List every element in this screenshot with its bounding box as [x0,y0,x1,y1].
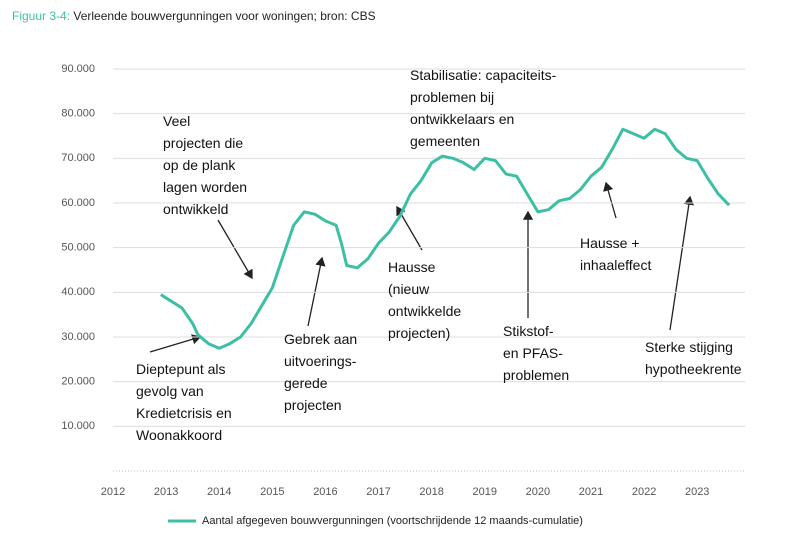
y-tick-label: 40.000 [61,286,95,298]
x-tick-label: 2019 [473,486,497,498]
x-tick-label: 2022 [632,486,656,498]
title-label: Figuur 3-4: [12,9,70,23]
annotation-line: uitvoerings- [284,353,357,369]
annotation-line: gemeenten [410,133,480,149]
annotation-line: en PFAS- [503,345,563,361]
arrows [149,181,694,353]
annotation: Hausse (nieuw ontwikkelde projecten) [388,259,461,341]
x-tick-label: 2014 [207,486,231,498]
annotation-line: Stikstof- [503,323,554,339]
x-tick-label: 2023 [685,486,709,498]
annotation-line: gevolg van [136,383,204,399]
annotation-line: Hausse [388,259,436,275]
annotation-line: Gebrek aan [284,331,357,347]
annotation-line: ontwikkeld [163,201,228,217]
x-tick-label: 2015 [260,486,284,498]
annotation-line: op de plank [163,157,236,173]
x-tick-label: 2013 [154,486,178,498]
annotation-line: Veel [163,113,190,129]
arrow [669,195,694,331]
line-series [159,127,731,350]
annotation-line: projecten die [163,135,243,151]
annotation-line: Dieptepunt als [136,361,226,377]
annotation-line: ontwikkelaars en [410,111,514,127]
chart-title: Figuur 3-4: Verleende bouwvergunningen v… [12,9,376,23]
annotation-line: inhaaleffect [580,257,651,273]
x-tick-label: 2021 [579,486,603,498]
x-tick-label: 2020 [526,486,550,498]
y-tick-label: 20.000 [61,376,95,388]
annotation-line: problemen [503,367,569,383]
y-tick-label: 60.000 [61,197,95,209]
annotation: Stikstof-en PFAS-problemen [503,323,569,383]
y-tick-label: 50.000 [61,242,95,254]
x-tick-label: 2016 [313,486,337,498]
arrow [217,219,253,280]
annotation: Hausse + inhaaleffect [580,235,651,273]
annotation-line: ontwikkelde [388,303,461,319]
annotation-line: projecten) [388,325,450,341]
y-tick-label: 90.000 [61,63,95,75]
x-tick-label: 2018 [419,486,443,498]
annotation-line: gerede [284,375,328,391]
x-tick-label: 2012 [101,486,125,498]
legend-label: Aantal afgegeven bouwvergunningen (voort… [202,515,583,527]
annotation-line: problemen bij [410,89,494,105]
annotation-line: Sterke stijging [645,339,733,355]
annotation: Gebrek aan uitvoerings-gerede projecten [284,331,357,413]
annotation-line: Kredietcrisis en [136,405,232,421]
arrow [603,181,617,219]
y-tick-label: 70.000 [61,152,95,164]
arrow [149,334,202,353]
x-tick-label: 2017 [366,486,390,498]
annotation-line: projecten [284,397,342,413]
title-text: Verleende bouwvergunningen voor woningen… [73,9,375,23]
annotation: Stabilisatie: capaciteits-problemen bij o… [410,67,557,149]
annotation: Sterke stijging hypotheekrente [645,339,742,377]
y-tick-label: 10.000 [61,420,95,432]
annotation: Veel projecten die op de plank lagen worden… [163,113,247,217]
annotation-line: lagen worden [163,179,247,195]
y-tick-label: 80.000 [61,108,95,120]
annotation-line: Stabilisatie: capaciteits- [410,67,557,83]
annotation-line: hypotheekrente [645,361,742,377]
annotation-line: Hausse + [580,235,640,251]
annotation-line: Woonakkoord [136,427,222,443]
annotation-line: (nieuw [388,281,430,297]
y-tick-label: 30.000 [61,331,95,343]
annotation: Dieptepunt als gevolg van Kredietcrisis en… [136,361,232,443]
